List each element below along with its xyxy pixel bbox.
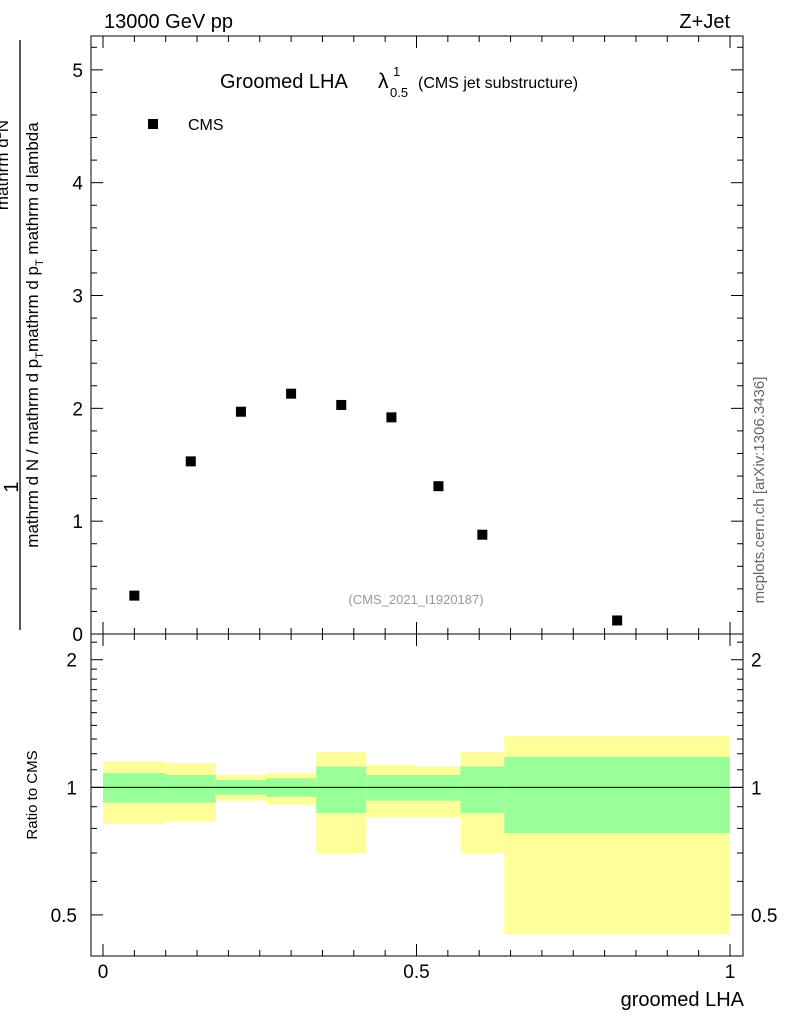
x-axis-label: groomed LHA xyxy=(621,989,745,1011)
ratio-y-tick-label: 0.5 xyxy=(51,906,77,927)
chart-title: Groomed LHA xyxy=(220,71,348,93)
ratio-band-inner xyxy=(165,774,216,803)
y-label-den-part1: mathrm d N / mathrm d p xyxy=(23,359,42,548)
ratio-y-tick-label-right: 2 xyxy=(751,651,762,672)
side-source-label: mcplots.cern.ch [arXiv:1306.3436] xyxy=(751,377,768,604)
y-label-den-sub1: T xyxy=(34,352,46,359)
main-y-tick-label: 5 xyxy=(72,61,83,82)
y-label-den-part3: mathrm d lambda xyxy=(23,122,42,260)
ratio-panel: 0.5 0.51 12 2 0 0.5 1 Ratio to CMS groomed LH… xyxy=(24,633,777,1011)
title-superscript: 1 xyxy=(393,64,400,79)
ratio-y-ticks: 0.5 0.5 1 1 2 2 xyxy=(51,641,777,927)
y-label-numerator: 1 xyxy=(1,481,23,492)
y-label-den-sub2: T xyxy=(34,259,46,266)
main-x-ticks xyxy=(102,36,731,634)
data-point-cms xyxy=(336,399,347,410)
title-suffix: (CMS jet substructure) xyxy=(418,75,578,92)
data-point-cms xyxy=(433,481,444,492)
header-process: Z+Jet xyxy=(679,11,730,33)
ratio-x-ticks: 0 0.5 1 xyxy=(98,634,736,983)
x-tick-label: 0 xyxy=(98,962,109,983)
data-point-cms xyxy=(185,456,196,467)
legend-marker xyxy=(148,119,158,129)
data-points xyxy=(129,388,623,626)
y-label-top-d: mathrm d xyxy=(0,138,12,210)
ratio-band-inner xyxy=(316,766,367,813)
main-y-tick-label: 4 xyxy=(72,174,83,195)
x-tick-label: 1 xyxy=(725,962,736,983)
main-y-tick-label: 3 xyxy=(72,287,83,308)
main-y-tick-label: 2 xyxy=(72,399,83,420)
ratio-y-label: Ratio to CMS xyxy=(24,750,41,839)
header-energy: 13000 GeV pp xyxy=(104,11,233,33)
ratio-bands xyxy=(103,736,730,935)
main-panel: 0 1 2 3 4 5 Groomed LHA λ 1 0.5 (CMS jet subs… xyxy=(0,35,744,646)
ratio-band-inner xyxy=(103,773,166,803)
ratio-band-inner xyxy=(504,756,730,834)
ratio-y-tick-label-right: 0.5 xyxy=(751,906,777,927)
ratio-y-tick-label: 2 xyxy=(66,651,77,672)
y-label-top-n: N xyxy=(0,120,12,132)
main-y-tick-label: 1 xyxy=(72,512,83,533)
ratio-band-inner xyxy=(460,766,505,813)
main-y-tick-label: 0 xyxy=(72,625,83,646)
data-point-cms xyxy=(235,406,246,417)
data-point-cms xyxy=(286,388,297,399)
chart-title-main: Groomed LHA xyxy=(220,71,348,93)
ratio-y-tick-label-right: 1 xyxy=(751,778,762,799)
analysis-id: (CMS_2021_I1920187) xyxy=(348,592,483,607)
data-point-cms xyxy=(612,615,623,626)
data-point-cms xyxy=(386,412,397,423)
main-y-label: 1 mathrm d N / mathrm d pTmathrm d pT ma… xyxy=(0,40,46,630)
y-label-den-part2: mathrm d p xyxy=(23,266,42,352)
x-tick-label: 0.5 xyxy=(403,962,429,983)
main-y-ticks: 0 1 2 3 4 5 xyxy=(72,46,743,646)
title-lambda: λ xyxy=(378,70,389,93)
title-subscript: 0.5 xyxy=(390,85,408,100)
y-label-denominator: mathrm d N / mathrm d pTmathrm d pT math… xyxy=(23,122,46,548)
legend-label: CMS xyxy=(188,117,224,134)
ratio-y-tick-label: 1 xyxy=(66,778,77,799)
y-label-top-sup: 2 xyxy=(0,132,4,138)
data-point-cms xyxy=(477,529,488,540)
data-point-cms xyxy=(129,590,140,601)
y-label-top-numerator: mathrm d2N xyxy=(0,120,12,210)
